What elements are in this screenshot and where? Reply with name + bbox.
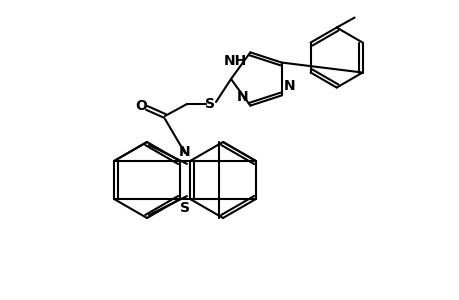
Text: N: N [179,145,190,159]
Text: N: N [236,90,248,104]
Text: N: N [283,80,295,94]
Text: S: S [179,201,190,215]
Text: NH: NH [224,54,247,68]
Text: S: S [205,97,214,111]
Text: O: O [135,99,146,113]
